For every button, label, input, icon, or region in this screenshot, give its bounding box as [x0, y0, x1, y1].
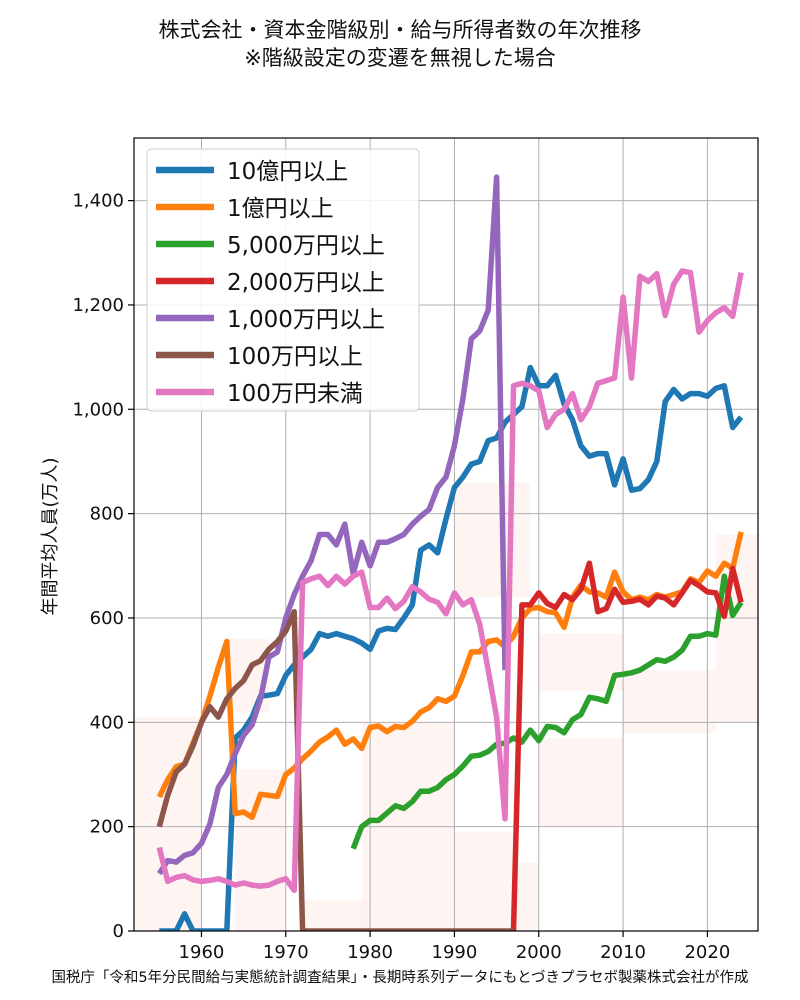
y-axis: 0 200 400 600 800 1,000 1,200 1,400 [72, 191, 134, 942]
x-tick-label: 1960 [179, 942, 225, 963]
series-lines [156, 174, 744, 931]
x-axis: 1960 1970 1980 1990 2000 2010 2020 [179, 931, 730, 963]
source-note: 国税庁「令和5年分民間給与実態統計調査結果」・長期時系列データにもとづきプラセボ… [51, 970, 749, 986]
x-tick-label: 1970 [263, 942, 309, 963]
y-tick-label: 1,200 [72, 295, 124, 316]
y-axis-label: 年間平均人員(万人) [40, 457, 61, 615]
y-tick-label: 1,400 [72, 191, 124, 212]
x-tick-label: 2000 [516, 942, 562, 963]
background-band [715, 623, 758, 723]
x-tick-label: 2010 [600, 942, 646, 963]
axes-frame [133, 137, 759, 932]
legend-label: 10億円以上 [227, 159, 348, 185]
y-tick-label: 200 [90, 817, 124, 838]
background-band [454, 831, 514, 931]
y-tick-label: 1,000 [72, 399, 124, 420]
chart-subtitle: ※階級設定の変遷を無視した場合 [244, 46, 556, 70]
y-tick-label: 400 [90, 712, 124, 733]
legend-box [146, 148, 420, 412]
background-band [623, 670, 716, 733]
series-line [156, 268, 744, 894]
y-tick-label: 0 [113, 921, 124, 942]
background-band [538, 633, 624, 692]
background-band [538, 737, 624, 827]
series-line [156, 531, 744, 821]
series-line [156, 608, 514, 931]
series-line [510, 560, 744, 931]
chart-title: 株式会社・資本金階級別・給与所得者数の年次推移 [158, 18, 642, 42]
x-tick-label: 1990 [432, 942, 478, 963]
legend-label: 1,000万円以上 [227, 307, 385, 333]
series-line [156, 174, 508, 876]
legend-label: 100万円未満 [227, 381, 363, 407]
y-tick-label: 800 [90, 504, 124, 525]
legend-label: 5,000万円以上 [227, 233, 385, 259]
y-tick-label: 600 [90, 608, 124, 629]
background-band [454, 482, 531, 598]
legend-label: 100万円以上 [227, 344, 363, 370]
x-tick-label: 1980 [347, 942, 393, 963]
background-band [302, 899, 371, 931]
series-line [350, 573, 744, 850]
legend-label: 2,000万円以上 [227, 270, 385, 296]
legend-label: 1億円以上 [227, 196, 334, 222]
legend: 10億円以上 1億円以上 5,000万円以上 2,000万円以上 1,000万円以上 10… [146, 148, 420, 412]
x-tick-label: 2020 [684, 942, 730, 963]
